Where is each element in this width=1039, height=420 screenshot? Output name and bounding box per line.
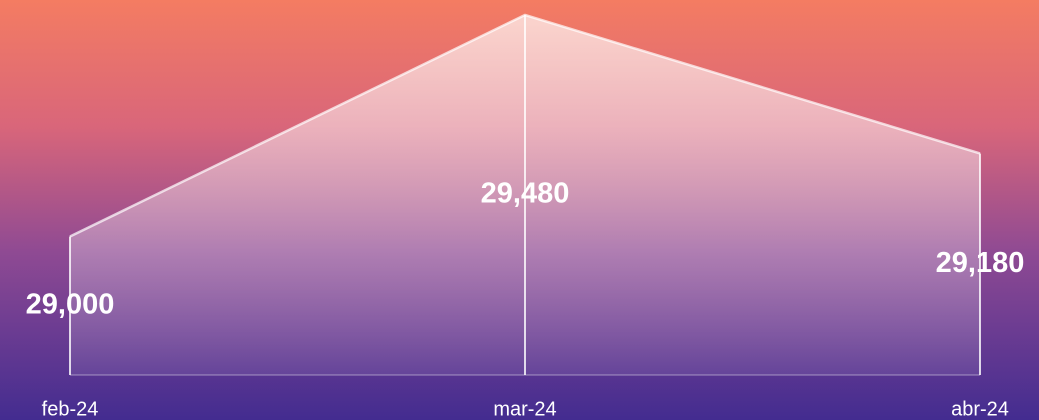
value-label: 29,180 bbox=[936, 247, 1025, 279]
value-label: 29,000 bbox=[26, 288, 115, 320]
x-tick-label: mar-24 bbox=[493, 398, 556, 420]
x-tick-label: feb-24 bbox=[42, 398, 99, 420]
value-label: 29,480 bbox=[481, 178, 570, 210]
x-tick-label: abr-24 bbox=[951, 398, 1009, 420]
